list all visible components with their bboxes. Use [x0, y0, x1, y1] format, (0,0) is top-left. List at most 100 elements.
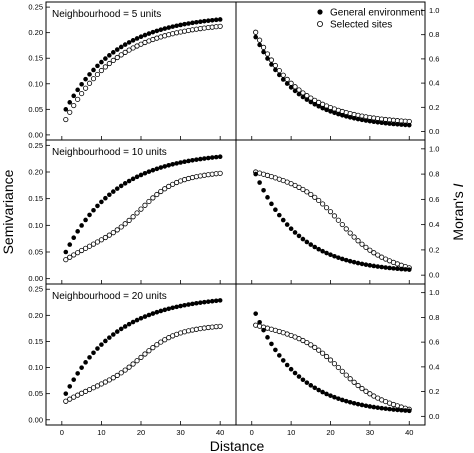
y-tick-label: 0.00 — [28, 130, 43, 139]
y-tick-label: 0.25 — [28, 141, 43, 150]
point-general-environment — [383, 265, 388, 270]
point-general-environment — [150, 29, 156, 35]
point-selected-sites — [138, 354, 144, 360]
point-general-environment — [154, 309, 160, 315]
point-selected-sites — [126, 47, 132, 53]
point-general-environment — [269, 341, 274, 347]
point-general-environment — [320, 248, 325, 254]
point-selected-sites — [217, 323, 223, 329]
point-general-environment — [178, 22, 183, 28]
y-tick-label: 0.20 — [28, 311, 43, 320]
point-selected-sites — [79, 247, 85, 254]
point-general-environment — [154, 166, 160, 172]
panel-title: Neighbourhood = 5 units — [52, 9, 161, 20]
point-general-environment — [395, 266, 400, 272]
point-selected-sites — [106, 232, 112, 238]
y-tick-label: 0.0 — [429, 271, 439, 280]
point-selected-sites — [359, 241, 365, 247]
point-general-environment — [67, 384, 73, 389]
point-general-environment — [154, 28, 160, 34]
y-tick-label: 0.6 — [429, 338, 439, 347]
y-tick-label: 0.20 — [28, 168, 43, 177]
point-general-environment — [217, 298, 223, 303]
point-general-environment — [87, 72, 92, 77]
point-general-environment — [190, 20, 195, 26]
point-selected-sites — [331, 213, 338, 219]
point-general-environment — [158, 27, 164, 33]
point-selected-sites — [82, 245, 89, 251]
point-general-environment — [83, 360, 88, 365]
point-general-environment — [79, 81, 84, 87]
point-general-environment — [174, 161, 179, 166]
point-selected-sites — [75, 250, 81, 256]
point-general-environment — [379, 120, 384, 126]
y-tick-label: 0.6 — [429, 195, 439, 204]
x-tick-label: 0 — [60, 428, 64, 437]
point-general-environment — [355, 116, 361, 122]
point-general-environment — [166, 25, 172, 30]
legend-marker-open — [316, 20, 323, 27]
point-general-environment — [312, 244, 318, 250]
y-tick-label: 0.05 — [28, 248, 43, 257]
point-general-environment — [71, 93, 77, 99]
point-general-environment — [284, 222, 290, 227]
point-general-environment — [387, 406, 392, 412]
point-general-environment — [355, 260, 361, 266]
point-selected-sites — [347, 376, 353, 382]
point-general-environment — [280, 358, 286, 363]
point-selected-sites — [371, 393, 377, 399]
point-selected-sites — [316, 347, 322, 353]
point-general-environment — [107, 335, 112, 340]
point-general-environment — [316, 246, 321, 252]
point-general-environment — [383, 406, 388, 411]
point-general-environment — [186, 302, 191, 307]
point-general-environment — [351, 115, 357, 121]
point-selected-sites — [134, 358, 140, 364]
point-general-environment — [71, 377, 77, 382]
point-general-environment — [367, 263, 373, 268]
y-tick-label: 0.8 — [429, 30, 439, 39]
point-selected-sites — [367, 391, 373, 397]
point-selected-sites — [355, 382, 361, 389]
point-general-environment — [138, 172, 144, 178]
point-general-environment — [387, 121, 392, 126]
point-selected-sites — [312, 194, 318, 200]
point-general-environment — [363, 262, 369, 267]
point-selected-sites — [122, 367, 128, 373]
point-general-environment — [332, 394, 337, 400]
point-general-environment — [91, 207, 96, 213]
point-general-environment — [347, 115, 353, 120]
point-general-environment — [292, 88, 298, 94]
point-general-environment — [174, 23, 179, 29]
point-general-environment — [202, 299, 207, 305]
y-tick-label: 0.8 — [429, 313, 439, 322]
point-general-environment — [158, 308, 164, 314]
point-general-environment — [379, 405, 384, 411]
point-selected-sites — [257, 37, 263, 43]
point-general-environment — [198, 300, 203, 305]
point-selected-sites — [90, 76, 97, 82]
y-tick-label: 1.0 — [429, 144, 439, 153]
point-general-environment — [391, 266, 396, 271]
point-general-environment — [103, 56, 108, 61]
point-selected-sites — [146, 198, 152, 205]
point-general-environment — [273, 347, 278, 353]
point-selected-sites — [102, 379, 108, 385]
point-general-environment — [399, 407, 404, 413]
point-general-environment — [288, 85, 294, 90]
point-general-environment — [328, 252, 333, 258]
point-general-environment — [304, 97, 310, 102]
point-general-environment — [391, 121, 396, 127]
point-general-environment — [292, 370, 298, 376]
point-selected-sites — [162, 186, 168, 192]
point-general-environment — [126, 40, 132, 45]
point-general-environment — [99, 342, 104, 347]
point-selected-sites — [138, 206, 144, 212]
point-selected-sites — [217, 170, 223, 176]
point-general-environment — [182, 302, 187, 308]
point-selected-sites — [217, 23, 223, 29]
point-selected-sites — [162, 337, 168, 343]
point-general-environment — [363, 403, 369, 409]
point-general-environment — [316, 103, 321, 109]
point-general-environment — [371, 119, 377, 125]
